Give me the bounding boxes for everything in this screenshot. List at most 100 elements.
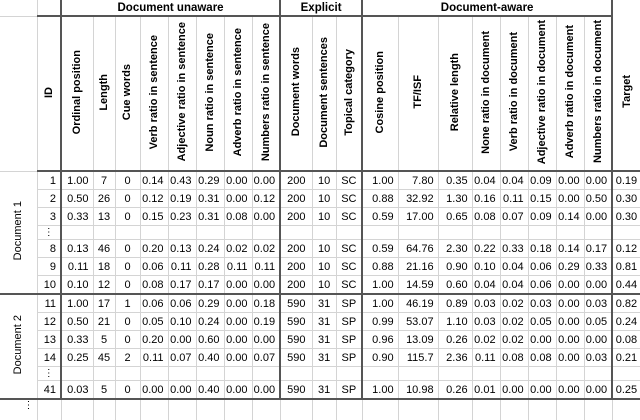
cell-adverb-ratio-document: 0.29 bbox=[555, 257, 585, 276]
cell-numbers-ratio-sentence: 0.00 bbox=[251, 170, 281, 190]
cell-none-ratio-document: 0.10 bbox=[471, 257, 501, 276]
cell-adverb-ratio-sentence: 0.00 bbox=[223, 189, 253, 208]
cell-length: 13 bbox=[92, 207, 116, 226]
cell-none-ratio-document: 0.08 bbox=[471, 207, 501, 226]
empty-cell bbox=[611, 225, 640, 240]
table-row: 9 0.11 18 0 0.06 0.11 0.28 0.11 0.11 200 10 SC 0.88 2… bbox=[0, 257, 640, 276]
cell-cosine-position: 1.00 bbox=[361, 380, 399, 400]
table-row: 8 0.13 46 0 0.20 0.13 0.24 0.02 0.02 200 10 SC 0.59 6… bbox=[0, 239, 640, 258]
cell-numbers-ratio-document: 0.50 bbox=[583, 189, 613, 208]
cell-adjective-ratio-sentence: 0.43 bbox=[167, 170, 197, 190]
column-header-cell: Relative length bbox=[437, 15, 473, 172]
cell-adjective-ratio-document: 0.03 bbox=[527, 293, 557, 313]
column-header-cell: Verb ratio in sentence bbox=[139, 15, 169, 172]
cell-tf-isf: 7.80 bbox=[397, 170, 439, 190]
cell-numbers-ratio-document: 0.17 bbox=[583, 239, 613, 258]
cell-relative-length: 2.36 bbox=[437, 348, 473, 367]
empty-cell bbox=[279, 398, 313, 420]
cell-document-words: 200 bbox=[279, 207, 313, 226]
cell-length: 7 bbox=[92, 170, 116, 190]
cell-adverb-ratio-sentence: 0.00 bbox=[223, 170, 253, 190]
empty-cell bbox=[527, 225, 557, 240]
empty-cell bbox=[251, 398, 281, 420]
cell-adverb-ratio-sentence: 0.00 bbox=[223, 275, 253, 295]
cell-numbers-ratio-sentence: 0.00 bbox=[251, 275, 281, 295]
cell-topical-category: SC bbox=[335, 275, 363, 295]
cell-verb-ratio-sentence: 0.20 bbox=[139, 330, 169, 349]
cell-target: 0.19 bbox=[611, 170, 640, 190]
cell-verb-ratio-document: 0.33 bbox=[499, 239, 529, 258]
row-group-label: Document 2 bbox=[0, 293, 38, 400]
cell-length: 12 bbox=[92, 275, 116, 295]
empty-cell bbox=[279, 366, 313, 381]
cell-adjective-ratio-sentence: 0.06 bbox=[167, 293, 197, 313]
column-header-cell: Adverb ratio in sentence bbox=[223, 15, 253, 172]
cell-target: 0.30 bbox=[611, 189, 640, 208]
group-header-explicit: Explicit bbox=[279, 0, 363, 17]
empty-cell bbox=[36, 398, 62, 420]
empty-cell bbox=[114, 398, 141, 420]
cell-ordinal-position: 0.50 bbox=[60, 189, 94, 208]
cell-adverb-ratio-document: 0.14 bbox=[555, 239, 585, 258]
cell-topical-category: SP bbox=[335, 330, 363, 349]
cell-numbers-ratio-sentence: 0.00 bbox=[251, 380, 281, 400]
empty-cell bbox=[555, 398, 585, 420]
cell-noun-ratio-sentence: 0.24 bbox=[195, 239, 225, 258]
column-header-none-ratio-document: None ratio in document bbox=[480, 30, 493, 154]
column-header-document-words: Document words bbox=[290, 47, 303, 137]
cell-verb-ratio-document: 0.04 bbox=[499, 257, 529, 276]
column-header-cell: Adjective ratio in document bbox=[527, 15, 557, 172]
cell-none-ratio-document: 0.03 bbox=[471, 312, 501, 331]
column-header-cell: Cosine position bbox=[361, 15, 399, 172]
column-header-cell: TF/ISF bbox=[397, 15, 439, 172]
table-row: Document 1 1 1.00 7 0 0.14 0.43 0.29 0.00 0.00 200… bbox=[0, 170, 640, 295]
empty-cell bbox=[195, 225, 225, 240]
empty-cell bbox=[555, 225, 585, 240]
cell-relative-length: 0.60 bbox=[437, 275, 473, 295]
cell-id: 12 bbox=[36, 312, 62, 331]
empty-cell bbox=[114, 366, 141, 381]
cell-target: 0.21 bbox=[611, 348, 640, 367]
empty-cell bbox=[223, 398, 253, 420]
cell-relative-length: 0.26 bbox=[437, 380, 473, 400]
empty-cell bbox=[397, 225, 439, 240]
column-header-adverb-ratio-sentence: Adverb ratio in sentence bbox=[231, 27, 244, 157]
column-header-cell: ID bbox=[36, 15, 62, 172]
cell-adjective-ratio-sentence: 0.19 bbox=[167, 189, 197, 208]
cell-none-ratio-document: 0.02 bbox=[471, 330, 501, 349]
cell-adverb-ratio-document: 0.00 bbox=[555, 293, 585, 313]
cell-document-words: 590 bbox=[279, 380, 313, 400]
cell-id: 41 bbox=[36, 380, 62, 400]
table-row: 3 0.33 13 0 0.15 0.23 0.31 0.08 0.00 200 10 SC 0.59 1… bbox=[0, 207, 640, 226]
cell-verb-ratio-document: 0.11 bbox=[499, 189, 529, 208]
cell-target: 0.08 bbox=[611, 330, 640, 349]
cell-none-ratio-document: 0.04 bbox=[471, 275, 501, 295]
cell-document-words: 590 bbox=[279, 312, 313, 331]
cell-target: 0.44 bbox=[611, 275, 640, 295]
cell-relative-length: 2.30 bbox=[437, 239, 473, 258]
cell-noun-ratio-sentence: 0.31 bbox=[195, 207, 225, 226]
table-row: Document 2 11 1.00 17 1 0.06 0.06 0.29 0.00 0.18 5… bbox=[0, 293, 640, 400]
cell-adjective-ratio-sentence: 0.00 bbox=[167, 380, 197, 400]
cell-verb-ratio-sentence: 0.12 bbox=[139, 189, 169, 208]
cell-tf-isf: 13.09 bbox=[397, 330, 439, 349]
column-header-cell: Document sentences bbox=[311, 15, 337, 172]
cell-target: 0.24 bbox=[611, 312, 640, 331]
trailing-ellipsis-row: ⋮ bbox=[0, 398, 640, 420]
empty-cell bbox=[437, 366, 473, 381]
cell-adjective-ratio-sentence: 0.10 bbox=[167, 312, 197, 331]
cell-cosine-position: 0.96 bbox=[361, 330, 399, 349]
cell-adjective-ratio-document: 0.09 bbox=[527, 170, 557, 190]
column-header-verb-ratio-document: Verb ratio in document bbox=[508, 32, 521, 152]
cell-cosine-position: 0.90 bbox=[361, 348, 399, 367]
cell-document-sentences: 31 bbox=[311, 348, 337, 367]
empty-cell bbox=[139, 366, 169, 381]
column-header-verb-ratio-sentence: Verb ratio in sentence bbox=[147, 34, 160, 150]
cell-adjective-ratio-document: 0.18 bbox=[527, 239, 557, 258]
empty-cell bbox=[195, 398, 225, 420]
cell-adjective-ratio-document: 0.00 bbox=[527, 330, 557, 349]
cell-cue-words: 0 bbox=[114, 257, 141, 276]
empty-cell bbox=[437, 398, 473, 420]
cell-cosine-position: 1.00 bbox=[361, 275, 399, 295]
